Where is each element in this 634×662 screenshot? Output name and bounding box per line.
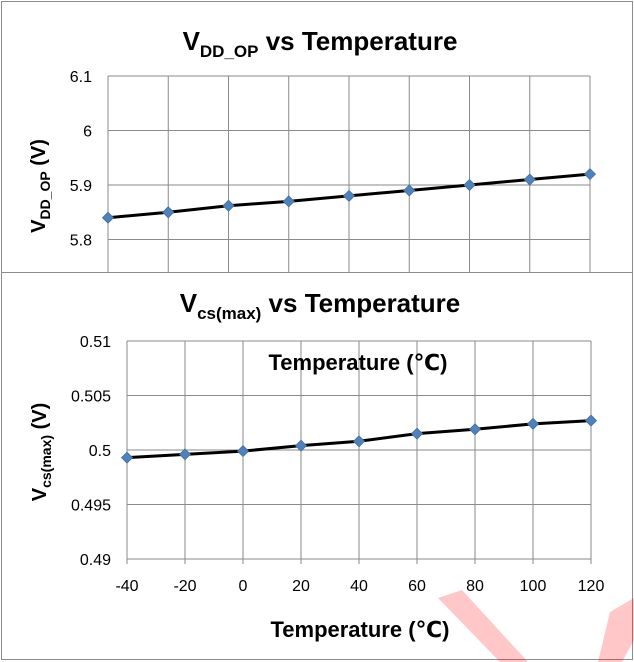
y-tick-label: 0.51 [80, 334, 111, 351]
chart-vcs-max: 0.51 0.505 0.5 0.495 0.49-40 -20 0 20 40 60 80 100 1… [1, 272, 633, 660]
y-tick-label: 5.9 [70, 178, 92, 195]
x-tick-label: 0 [239, 578, 248, 595]
data-point [463, 178, 476, 192]
data-point [120, 451, 134, 464]
data-point [523, 173, 536, 186]
chart-title: Vcs(max) vs Temperature [180, 288, 461, 323]
data-point [294, 439, 308, 452]
x-axis-label-chart-1: Temperature (℃) [268, 350, 447, 375]
data-point [101, 211, 115, 224]
series-layer [101, 168, 597, 224]
data-point [583, 168, 597, 181]
x-tick-label: 20 [292, 578, 310, 595]
data-point [282, 195, 295, 208]
data-point [403, 184, 416, 197]
y-tick-label: 5.8 [70, 233, 92, 250]
x-tick-label: -20 [173, 578, 196, 595]
chart-title: VDD_OP vs Temperature [183, 26, 458, 61]
data-point [162, 206, 175, 219]
data-point [526, 417, 540, 430]
data-point [584, 414, 598, 427]
x-tick-label: 100 [520, 578, 547, 595]
y-tick-label: 6 [83, 124, 92, 141]
y-axis-label: Vcs(max) (V) [29, 403, 54, 501]
data-point [178, 448, 192, 461]
y-tick-label: 6.1 [70, 69, 92, 86]
watermark-stripes [438, 590, 634, 662]
y-axis-label: VDD_OP (V) [28, 139, 53, 233]
data-point [236, 445, 250, 458]
data-point [468, 423, 482, 436]
gridlines [126, 340, 592, 564]
data-point [352, 435, 366, 448]
y-tick-label: 0.5 [89, 443, 111, 460]
y-tick-label: 0.505 [71, 389, 111, 406]
y-tick-label: 0.495 [71, 498, 111, 515]
data-point [342, 189, 356, 202]
series-layer [120, 414, 598, 464]
data-point [410, 427, 424, 440]
y-tick-label: 0.49 [80, 552, 111, 569]
data-point [222, 199, 235, 212]
x-tick-label: 40 [350, 578, 368, 595]
x-tick-label: 80 [466, 578, 484, 595]
tick-labels: 0.51 0.505 0.5 0.495 0.49-40 -20 0 20 40 60 80 100 1… [71, 334, 604, 595]
x-tick-label: -40 [115, 578, 138, 595]
x-axis-label: Temperature (℃) [270, 617, 449, 642]
x-tick-label: 60 [408, 578, 426, 595]
x-tick-label: 120 [578, 578, 605, 595]
